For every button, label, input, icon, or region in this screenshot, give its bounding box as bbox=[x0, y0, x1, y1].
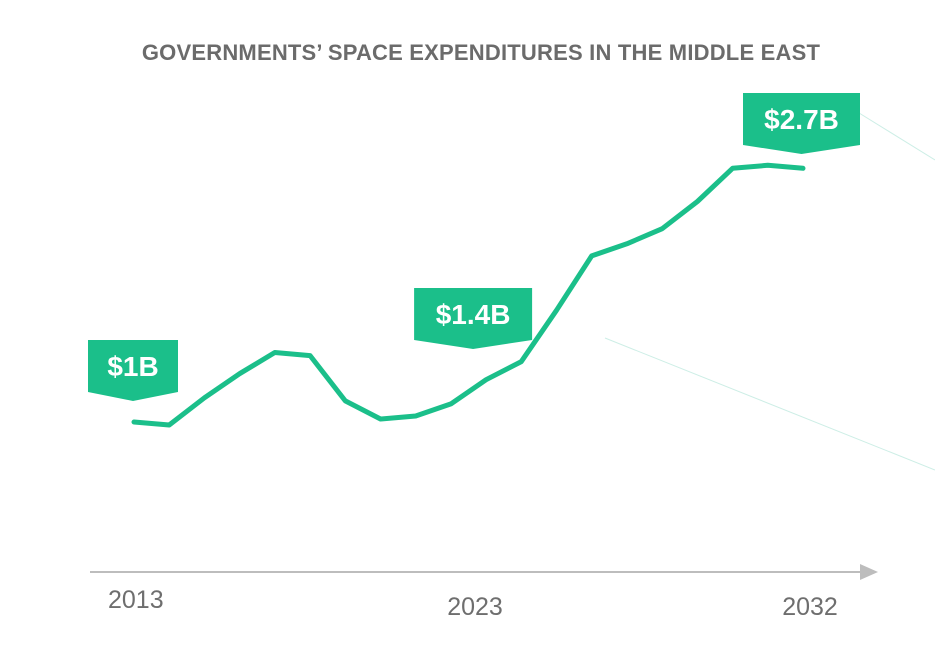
series-line bbox=[131, 162, 806, 428]
callout-label: $2.7B bbox=[764, 104, 839, 135]
decorative-line bbox=[604, 337, 935, 471]
x-axis-arrow-icon bbox=[860, 564, 878, 580]
x-tick-label: 2032 bbox=[782, 593, 838, 621]
chart-title: GOVERNMENTS’ SPACE EXPENDITURES IN THE M… bbox=[141, 40, 821, 65]
callout-banner bbox=[88, 340, 178, 401]
callout-banner bbox=[414, 288, 533, 349]
x-tick-label: 2013 bbox=[108, 586, 164, 614]
callout-label: $1B bbox=[107, 351, 158, 382]
x-tick-label: 2023 bbox=[447, 593, 503, 621]
callout-label: $1.4B bbox=[436, 299, 511, 330]
series-layer bbox=[131, 162, 806, 428]
callout-layer: $1B $1.4B $2.7B bbox=[88, 93, 860, 401]
tick-layer: 2013 2023 2032 bbox=[108, 586, 838, 621]
callout-banner bbox=[743, 93, 860, 154]
